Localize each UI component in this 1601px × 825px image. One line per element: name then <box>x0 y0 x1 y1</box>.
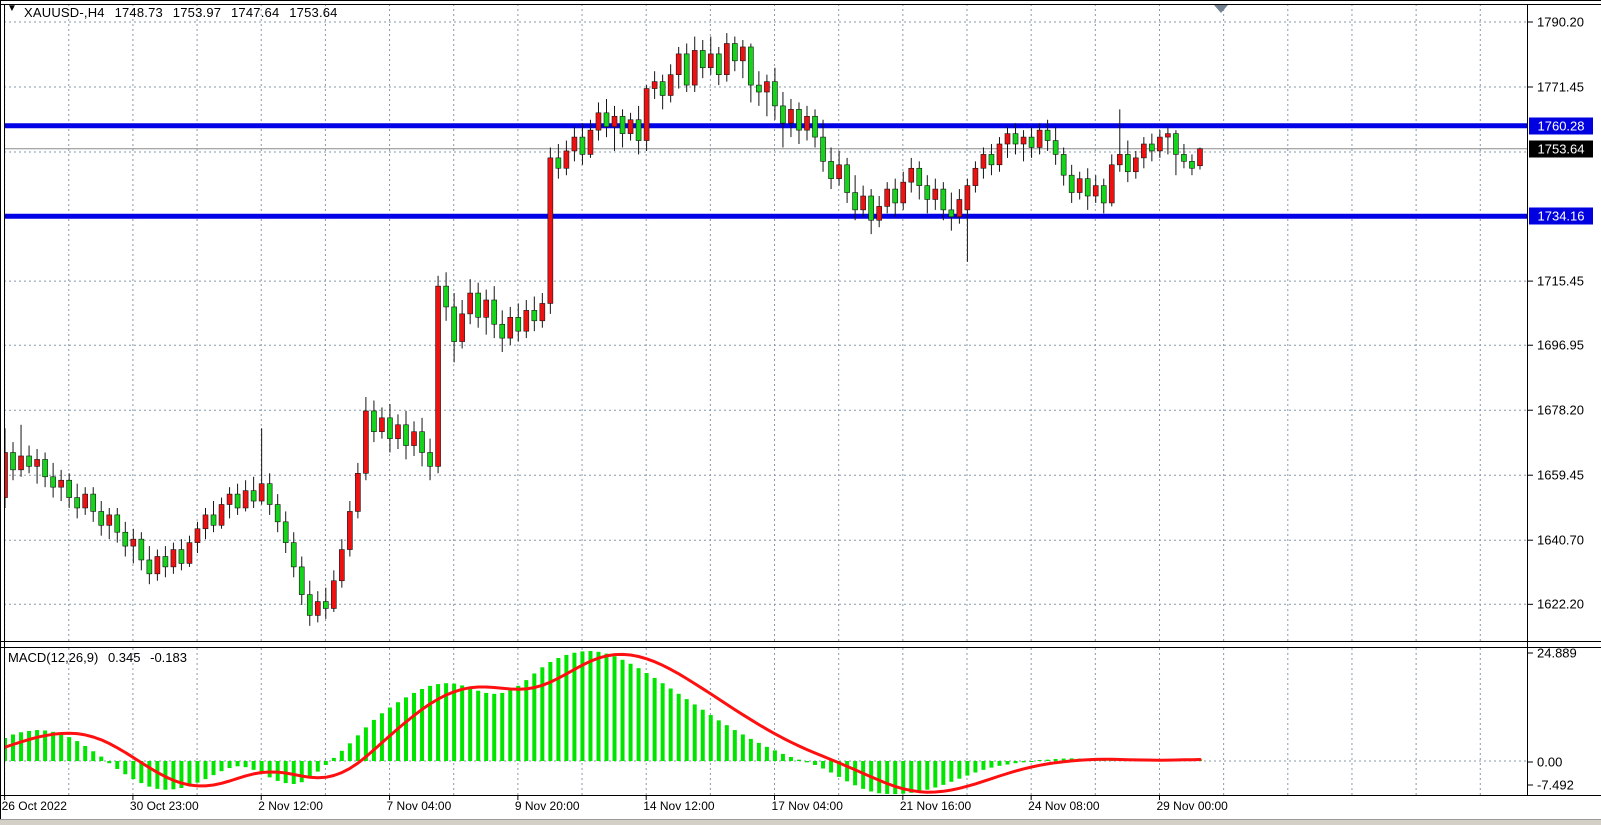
macd-axis-label: 0.00 <box>1537 754 1563 770</box>
price-axis-label: 1771.45 <box>1537 79 1584 95</box>
main-chart-area[interactable] <box>4 4 1527 642</box>
price-axis-badge-1734.16: 1734.16 <box>1529 207 1593 225</box>
time-axis-label[interactable]: 7 Nov 04:00 <box>386 799 452 813</box>
window-bottom-edge <box>0 819 1601 825</box>
symbol-period-label: XAUUSD-,H4 <box>24 5 105 20</box>
time-axis-label[interactable]: 30 Oct 23:00 <box>129 799 199 813</box>
low-value: 1747.64 <box>231 5 280 20</box>
macd-axis-label: -7.492 <box>1537 777 1574 793</box>
price-axis-label: 1678.20 <box>1537 402 1584 418</box>
chart-shift-marker-icon[interactable] <box>1214 5 1228 13</box>
macd-histogram <box>4 650 1202 795</box>
macd-panel-area[interactable] <box>4 648 1527 795</box>
time-axis-label[interactable]: 9 Nov 20:00 <box>514 799 580 813</box>
time-axis-label[interactable]: 17 Nov 04:00 <box>771 799 843 813</box>
macd-main-value: 0.345 <box>107 650 141 665</box>
price-axis-label: 1696.95 <box>1537 337 1584 353</box>
price-axis-badge-1760.28: 1760.28 <box>1529 117 1593 135</box>
macd-indicator-header: MACD(12,26,9) 0.345 -0.183 <box>8 650 193 665</box>
time-axis[interactable] <box>0 796 1527 820</box>
price-axis-badge-1753.64: 1753.64 <box>1529 140 1593 158</box>
macd-axis-label: 24.889 <box>1537 645 1577 661</box>
time-axis-label[interactable]: 29 Nov 00:00 <box>1156 799 1228 813</box>
macd-signal-value: -0.183 <box>150 650 187 665</box>
macd-signal-line <box>4 652 1202 794</box>
time-axis-label[interactable]: 14 Nov 12:00 <box>643 799 715 813</box>
ohlc-header: XAUUSD-,H4 1748.73 1753.97 1747.64 1753.… <box>24 5 344 20</box>
time-axis-label[interactable]: 21 Nov 16:00 <box>899 799 972 813</box>
price-axis-label: 1622.20 <box>1537 596 1584 612</box>
price-axis-label: 1659.45 <box>1537 467 1584 483</box>
open-value: 1748.73 <box>114 5 163 20</box>
time-axis-label[interactable]: 24 Nov 08:00 <box>1028 799 1100 813</box>
price-axis-label: 1640.70 <box>1537 532 1584 548</box>
high-value: 1753.97 <box>172 5 222 20</box>
price-axis-label: 1790.20 <box>1537 14 1584 30</box>
macd-indicator-name: MACD(12,26,9) <box>8 650 99 665</box>
close-value: 1753.64 <box>289 5 338 20</box>
time-axis-label[interactable]: 26 Oct 2022 <box>1 799 67 813</box>
price-axis-label: 1715.45 <box>1537 273 1584 289</box>
symbol-dropdown-icon[interactable]: ▼ <box>7 3 17 14</box>
horizontal-price-lines[interactable] <box>4 123 1527 219</box>
time-axis-label[interactable]: 2 Nov 12:00 <box>258 799 323 813</box>
